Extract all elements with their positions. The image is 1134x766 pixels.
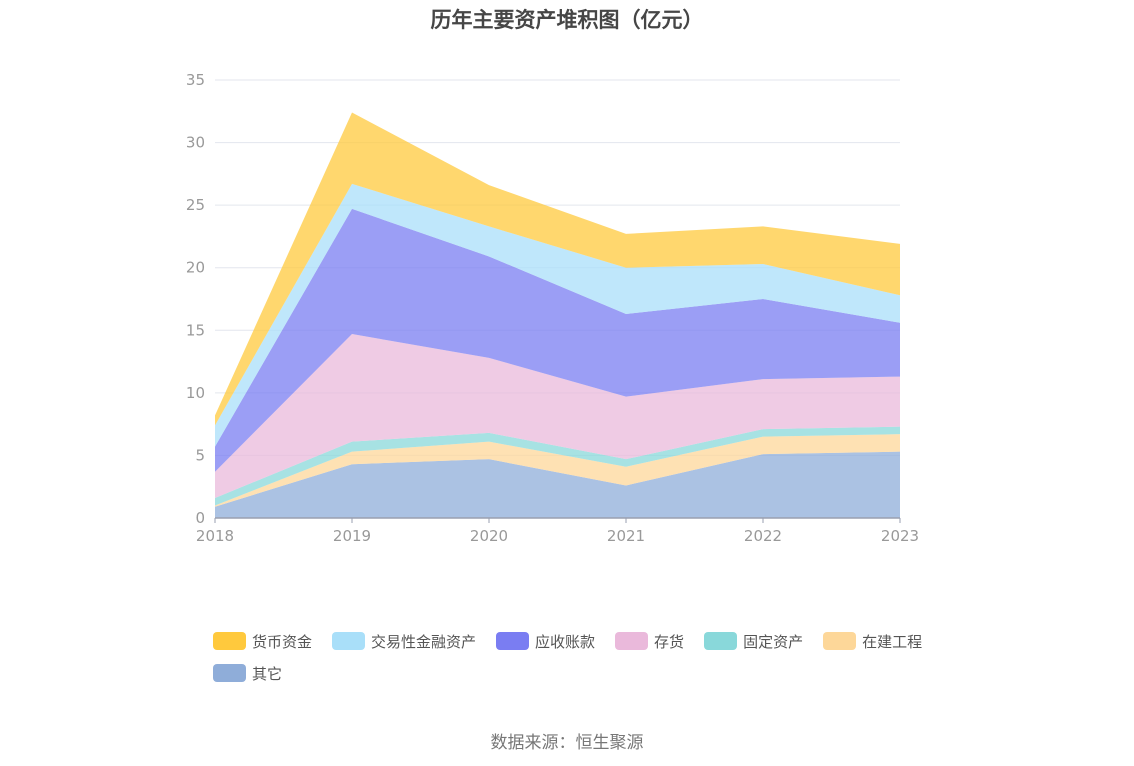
legend-item[interactable]: 交易性金融资产 <box>332 630 476 652</box>
legend-item[interactable]: 在建工程 <box>823 630 922 652</box>
legend-swatch <box>213 664 246 682</box>
legend-label: 固定资产 <box>743 632 804 651</box>
axes: 0 5 10 15 20 25 30 35 2018 2019 2020 2021 2022 2023 <box>186 71 919 545</box>
legend-item[interactable]: 其它 <box>213 662 282 684</box>
y-tick-label: 35 <box>186 71 205 89</box>
area-series-6[interactable] <box>215 112 900 426</box>
x-tick-label: 2019 <box>333 527 371 545</box>
y-tick-label: 20 <box>186 259 205 277</box>
y-tick-label: 25 <box>186 196 205 214</box>
legend-swatch <box>332 632 366 650</box>
legend-swatch <box>823 632 857 650</box>
x-tick-label: 2021 <box>607 527 645 545</box>
legend: 货币资金 交易性金融资产 应收账款 存货 固定资产 在建工程其它 <box>213 630 973 684</box>
legend-label: 货币资金 <box>252 632 313 651</box>
y-tick-label: 15 <box>186 321 205 339</box>
area-series-1[interactable] <box>215 434 900 507</box>
legend-swatch <box>496 632 530 650</box>
legend-swatch <box>704 632 738 650</box>
area-series-3[interactable] <box>215 334 900 498</box>
data-source: 数据来源：恒生聚源 <box>490 733 644 753</box>
x-tick-label: 2023 <box>881 527 919 545</box>
legend-label: 应收账款 <box>535 632 596 651</box>
legend-label: 存货 <box>654 632 685 651</box>
legend-label: 其它 <box>252 664 283 683</box>
area-series <box>215 112 900 518</box>
legend-item[interactable]: 固定资产 <box>704 630 803 652</box>
legend-item[interactable]: 存货 <box>615 630 684 652</box>
chart-title: 历年主要资产堆积图（亿元） <box>430 8 704 32</box>
area-series-2[interactable] <box>215 426 900 506</box>
legend-label: 交易性金融资产 <box>371 632 477 651</box>
y-tick-label: 0 <box>195 509 205 527</box>
stacked-area-chart: 0 5 10 15 20 25 30 35 2018 2019 2020 2021 2022 2023 <box>186 71 919 545</box>
legend-label: 在建工程 <box>862 632 923 651</box>
legend-swatch <box>615 632 649 650</box>
y-tick-label: 5 <box>195 446 205 464</box>
area-series-4[interactable] <box>215 208 900 472</box>
y-tick-label: 30 <box>186 134 205 152</box>
x-tick-label: 2018 <box>196 527 234 545</box>
legend-item[interactable]: 货币资金 <box>213 630 312 652</box>
legend-item[interactable]: 应收账款 <box>496 630 595 652</box>
area-series-0[interactable] <box>215 451 900 518</box>
legend-swatch <box>213 632 246 650</box>
x-tick-label: 2022 <box>744 527 782 545</box>
y-tick-label: 10 <box>186 384 205 402</box>
x-tick-label: 2020 <box>470 527 508 545</box>
